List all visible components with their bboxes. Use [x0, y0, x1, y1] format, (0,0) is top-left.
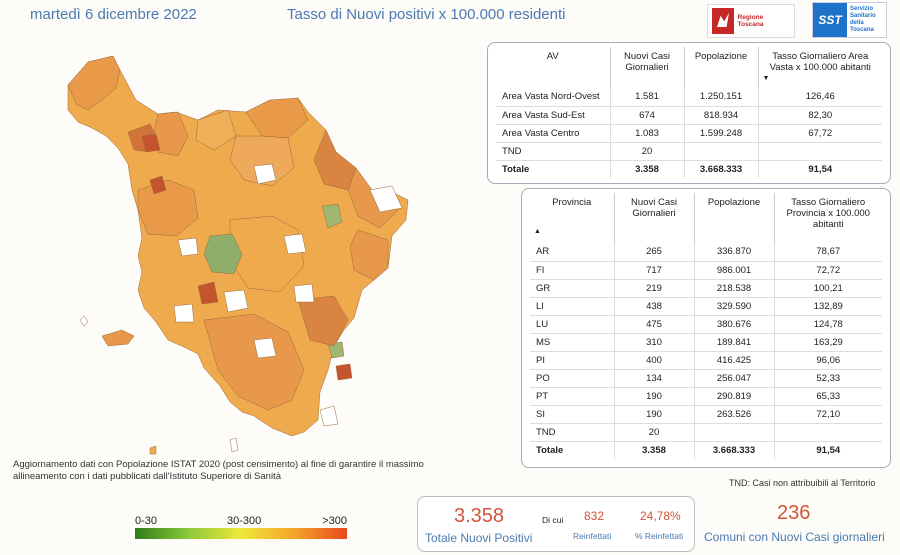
total-positives-card: 3.358 Totale Nuovi Positivi Di cui 832 R… — [417, 496, 695, 552]
page-title: Tasso di Nuovi positivi x 100.000 reside… — [287, 6, 566, 23]
map-region-lunigiana — [67, 55, 121, 111]
map-region-white-7 — [253, 337, 277, 359]
sst-text: Servizio Sanitario della Toscana — [850, 6, 876, 33]
reinfected-label: Reinfettati — [573, 531, 612, 541]
prov-header-population[interactable]: Popolazione — [694, 193, 775, 243]
prov-header-rate[interactable]: Tasso Giornaliero Provincia x 100.000 ab… — [786, 197, 870, 230]
map-region-white-9 — [319, 405, 339, 427]
legend-label-high: >300 — [322, 515, 347, 527]
map-region-white-8 — [173, 303, 195, 323]
prov-header-cases[interactable]: Nuovi Casi Giornalieri — [614, 193, 695, 243]
av-header-rate[interactable]: Tasso Giornaliero Area Vasta x 100.000 a… — [758, 47, 882, 88]
pegasus-icon — [712, 8, 734, 34]
report-date: martedì 6 dicembre 2022 — [30, 6, 197, 23]
map-region-red-3 — [149, 175, 167, 195]
area-vasta-panel: AV Nuovi Casi Giornalieri Popolazione Ta… — [487, 42, 891, 184]
sort-asc-icon: ▲ — [534, 228, 541, 235]
sort-desc-icon: ▼ — [762, 75, 770, 82]
regione-toscana-label: Regione Toscana — [737, 14, 764, 28]
table-row: LU 475 380.676 124,78 — [530, 315, 882, 334]
prov-header-provincia[interactable]: Provincia ▲ — [530, 193, 615, 243]
av-header-population[interactable]: Popolazione — [684, 47, 759, 88]
table-row: MS 310 189.841 163,29 — [530, 333, 882, 352]
tnd-note: TND: Casi non attribuibili al Territorio — [729, 478, 876, 488]
table-row: Area Vasta Centro 1.083 1.599.248 67,72 — [496, 124, 882, 143]
regione-toscana-logo: Regione Toscana — [707, 4, 795, 38]
di-cui-label: Di cui — [542, 515, 564, 525]
comuni-value: 236 — [777, 502, 811, 524]
map-island-elba — [101, 329, 135, 347]
population-footnote: Aggiornamento dati con Popolazione ISTAT… — [13, 459, 424, 482]
table-row: Area Vasta Nord-Ovest 1.581 1.250.151 126,4… — [496, 88, 882, 107]
table-row: PT 190 290.819 65,33 — [530, 387, 882, 406]
map-region-white-4 — [177, 237, 199, 257]
map-region-red-2 — [197, 281, 219, 305]
map-region-grosseto — [203, 313, 305, 411]
table-row: Area Vasta Sud-Est 674 818.934 82,30 — [496, 106, 882, 125]
map-region-red-1 — [141, 133, 161, 153]
total-positives-label: Totale Nuovi Positivi — [425, 531, 533, 545]
map-region-white-3 — [369, 185, 403, 213]
table-row: PI 400 416.425 96,06 — [530, 351, 882, 370]
sst-mark: SST — [813, 3, 847, 37]
table-row: PO 134 256.047 52,33 — [530, 369, 882, 388]
table-row: TND 20 — [530, 423, 882, 442]
table-row: LI 438 329.590 132,89 — [530, 297, 882, 316]
legend-gradient-bar — [135, 528, 347, 539]
map-region-val-di-chiana — [349, 229, 389, 281]
tuscany-map[interactable] — [58, 40, 438, 460]
map-region-red-4 — [335, 363, 353, 381]
map-region-pisa — [137, 179, 199, 237]
map-region-firenze — [229, 135, 295, 187]
reinfected-value: 832 — [584, 509, 605, 523]
legend-label-low: 0-30 — [135, 515, 158, 527]
table-row: AR 265 336.870 78,67 — [530, 243, 882, 262]
table-row: SI 190 263.526 72,10 — [530, 405, 882, 424]
map-region-white-1 — [253, 163, 277, 185]
map-region-white-2 — [283, 233, 307, 255]
legend-label-mid: 30-300 — [227, 515, 262, 527]
table-row: TND 20 — [496, 142, 882, 161]
table-row: FI 717 986.001 72,72 — [530, 261, 882, 280]
map-island-capraia — [229, 437, 239, 453]
total-positives-value: 3.358 — [454, 505, 505, 527]
map-island-gorgona — [79, 315, 89, 327]
table-total-row: Totale 3.358 3.668.333 91,54 — [530, 441, 882, 459]
comuni-label: Comuni con Nuovi Casi giornalieri — [704, 530, 885, 544]
reinfected-pct-value: 24,78% — [640, 509, 681, 523]
map-region-white-5 — [293, 283, 315, 303]
map-region-green-south — [327, 341, 345, 359]
color-legend: 0-30 30-300 >300 — [135, 515, 347, 539]
map-region-amiata — [297, 295, 349, 347]
provincia-panel: Provincia ▲ Nuovi Casi Giornalieri Popol… — [521, 188, 891, 468]
map-region-white-6 — [223, 289, 249, 313]
av-header-av[interactable]: AV — [496, 47, 611, 88]
map-island-giglio — [149, 445, 157, 455]
provincia-table: Provincia ▲ Nuovi Casi Giornalieri Popol… — [530, 193, 882, 459]
map-region-lucca — [153, 111, 189, 157]
map-region-green-west — [203, 233, 243, 275]
table-total-row: Totale 3.358 3.668.333 91,54 — [496, 160, 882, 178]
map-region-green-east — [321, 203, 343, 229]
av-header-cases[interactable]: Nuovi Casi Giornalieri — [610, 47, 685, 88]
area-vasta-table: AV Nuovi Casi Giornalieri Popolazione Ta… — [496, 47, 882, 178]
map-region-pistoia — [195, 109, 237, 151]
sst-logo: SST Servizio Sanitario della Toscana — [812, 2, 887, 38]
reinfected-pct-label: % Reinfettati — [635, 531, 684, 541]
table-row: GR 219 218.538 100,21 — [530, 279, 882, 298]
